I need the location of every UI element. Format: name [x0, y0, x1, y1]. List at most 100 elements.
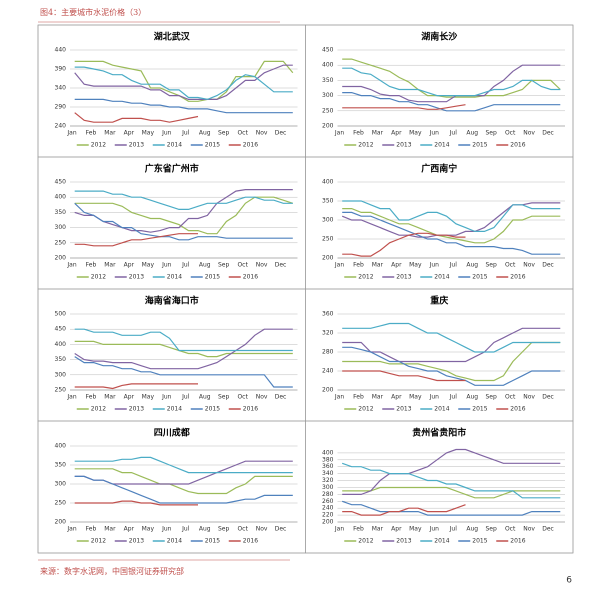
panel — [305, 24, 574, 158]
y-tick-label: 350 — [322, 77, 334, 84]
y-tick-label: 280 — [322, 491, 334, 498]
legend-label: 2014 — [434, 274, 449, 281]
y-tick-label: 400 — [55, 341, 67, 348]
chart-title: 海南省海口市 — [145, 295, 199, 307]
legend-label: 2016 — [243, 406, 258, 413]
x-tick-label: Jul — [181, 262, 190, 269]
chart-title: 湖南长沙 — [421, 31, 457, 43]
y-tick-label: 300 — [55, 371, 67, 378]
legend-label: 2012 — [91, 142, 106, 149]
series-line — [74, 60, 294, 102]
x-tick-label: Jan — [334, 130, 344, 137]
x-tick-label: Jun — [161, 394, 172, 401]
series-line — [342, 208, 561, 244]
x-tick-label: Jan — [66, 262, 76, 269]
y-tick-label: 260 — [322, 498, 334, 505]
x-tick-label: Feb — [353, 526, 364, 533]
series-line — [74, 64, 293, 100]
y-tick-label: 450 — [55, 179, 67, 186]
series-line — [74, 233, 198, 247]
x-tick-label: Oct — [505, 394, 516, 401]
legend-label: 2015 — [205, 274, 220, 281]
x-tick-label: Sep — [486, 394, 498, 401]
x-tick-label: Oct — [237, 262, 248, 269]
y-tick-label: 290 — [55, 104, 67, 111]
x-tick-label: Oct — [237, 130, 248, 137]
legend-label: 2012 — [91, 274, 106, 281]
x-tick-label: May — [142, 394, 155, 401]
x-tick-label: Feb — [86, 130, 97, 137]
legend-label: 2014 — [167, 406, 182, 413]
y-tick-label: 300 — [322, 217, 334, 224]
chart-title: 湖北武汉 — [154, 31, 191, 43]
y-tick-label: 200 — [322, 123, 334, 130]
y-tick-label: 300 — [322, 484, 334, 491]
chart-title: 贵州省贵阳市 — [412, 427, 466, 439]
x-tick-label: Aug — [199, 262, 211, 269]
x-tick-label: Sep — [486, 262, 498, 269]
x-tick-label: Apr — [391, 130, 402, 137]
x-tick-label: Mar — [372, 526, 384, 533]
x-tick-label: Feb — [353, 394, 364, 401]
y-tick-label: 250 — [55, 239, 67, 246]
y-tick-label: 350 — [55, 462, 67, 469]
series-line — [74, 456, 293, 474]
series-line — [74, 189, 293, 233]
legend-label: 2016 — [510, 274, 525, 281]
x-tick-label: Aug — [199, 526, 211, 533]
x-tick-label: Mar — [372, 394, 384, 401]
x-tick-label: Dec — [275, 526, 287, 533]
x-tick-label: Sep — [218, 262, 230, 269]
y-tick-label: 200 — [55, 255, 67, 262]
series-line — [342, 232, 466, 257]
x-tick-label: Apr — [391, 526, 402, 533]
y-tick-label: 300 — [55, 481, 67, 488]
legend-label: 2014 — [167, 274, 182, 281]
y-tick-label: 200 — [322, 519, 334, 526]
x-tick-label: Jan — [66, 526, 76, 533]
legend-label: 2015 — [205, 142, 220, 149]
page-number: 6 — [566, 576, 572, 586]
series-line — [342, 58, 561, 98]
y-tick-label: 400 — [322, 62, 334, 69]
y-tick-label: 440 — [55, 47, 67, 54]
x-tick-label: Jan — [66, 394, 76, 401]
legend-label: 2015 — [472, 274, 487, 281]
x-tick-label: Sep — [486, 130, 498, 137]
x-tick-label: Jul — [449, 130, 458, 137]
x-tick-label: Jan — [334, 526, 344, 533]
x-tick-label: Feb — [86, 262, 97, 269]
x-tick-label: May — [409, 262, 422, 269]
y-tick-label: 200 — [55, 519, 67, 526]
legend-label: 2013 — [396, 142, 411, 149]
legend-label: 2013 — [396, 274, 411, 281]
chart-title: 广东省广州市 — [145, 163, 199, 175]
legend-label: 2013 — [129, 274, 144, 281]
series-line — [342, 104, 466, 110]
series-line — [74, 500, 198, 506]
legend-label: 2015 — [472, 538, 487, 545]
series-line — [342, 327, 561, 363]
y-tick-label: 500 — [55, 311, 67, 318]
x-tick-label: Jul — [181, 394, 190, 401]
x-tick-label: Sep — [486, 526, 498, 533]
x-tick-label: Aug — [466, 526, 478, 533]
legend-label: 2016 — [243, 274, 258, 281]
x-tick-label: Dec — [542, 130, 554, 137]
legend-label: 2013 — [396, 406, 411, 413]
x-tick-label: Nov — [523, 394, 535, 401]
x-tick-label: Nov — [256, 394, 268, 401]
x-tick-label: May — [409, 526, 422, 533]
x-tick-label: Feb — [353, 130, 364, 137]
x-tick-label: Dec — [275, 130, 287, 137]
series-line — [74, 66, 293, 101]
series-line — [342, 448, 561, 495]
x-tick-label: Nov — [256, 526, 268, 533]
y-tick-label: 380 — [322, 456, 334, 463]
series-line — [342, 92, 561, 112]
series-line — [74, 202, 293, 241]
legend-label: 2012 — [358, 538, 373, 545]
series-line — [342, 211, 561, 255]
legend-label: 2015 — [472, 406, 487, 413]
